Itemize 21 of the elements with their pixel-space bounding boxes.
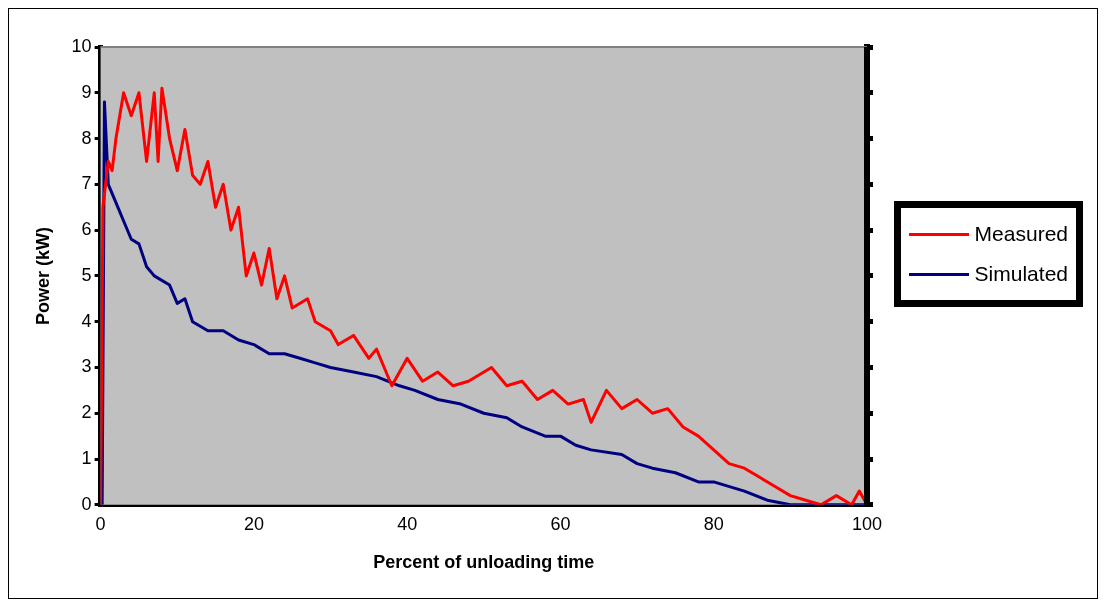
x-tick-label: 100	[851, 513, 883, 534]
y-tick-label: 5	[81, 264, 92, 285]
x-tick-label: 0	[95, 513, 106, 534]
y-tick-label: 4	[81, 310, 92, 331]
x-tick-label: 40	[397, 513, 418, 534]
y-tick-label: 9	[81, 81, 92, 102]
y-tick-label: 0	[81, 493, 92, 514]
y-tick-label: 2	[81, 402, 92, 423]
legend-label: Measured	[974, 222, 1068, 246]
legend-label: Simulated	[974, 262, 1068, 286]
y-tick-label: 1	[81, 447, 92, 468]
y-tick-label: 8	[81, 127, 92, 148]
x-axis-title: Percent of unloading time	[373, 552, 595, 573]
x-tick-label: 20	[243, 513, 264, 534]
x-tick-label: 80	[703, 513, 724, 534]
y-tick-label: 10	[71, 35, 92, 56]
y-tick-label: 6	[81, 219, 92, 240]
y-axis-title: Power (kW)	[32, 226, 53, 325]
x-tick-label: 60	[550, 513, 571, 534]
y-tick-label: 3	[81, 356, 92, 377]
y-tick-label: 7	[81, 173, 92, 194]
